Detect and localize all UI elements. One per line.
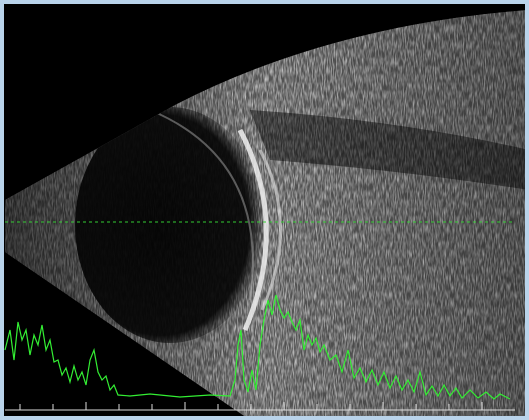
ultrasound-scan — [4, 4, 525, 416]
scan-frame — [0, 0, 529, 420]
page — [0, 0, 529, 420]
